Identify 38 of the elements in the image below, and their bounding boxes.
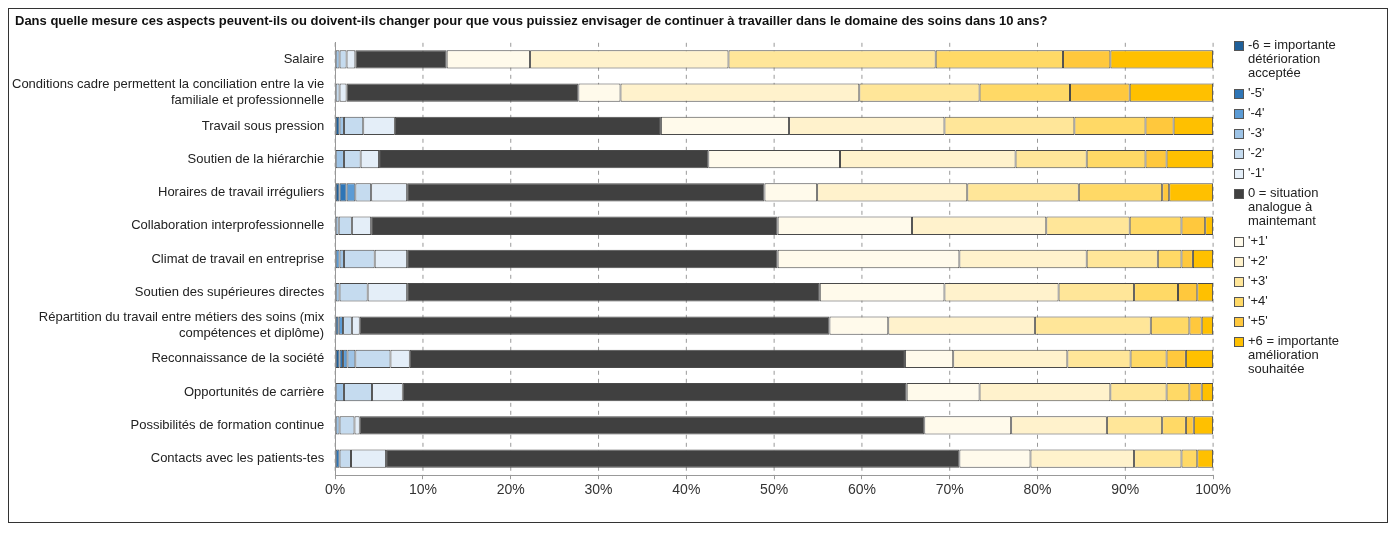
x-tick-label: 60%: [847, 481, 876, 498]
y-tick-label: Climat de travail en entreprise: [151, 250, 325, 266]
legend-label: '+4': [1248, 293, 1268, 308]
y-tick-label: Horaires de travail irréguliers: [158, 184, 325, 200]
x-tick-label: 90%: [1111, 481, 1140, 498]
legend-label: '-1': [1248, 165, 1265, 180]
x-tick-label: 20%: [496, 481, 525, 498]
chart-title: Dans quelle mesure ces aspects peuvent-ils ou doivent-ils changer pour que vous puissiez envisager de continuer à travailler dans le domaine des soins dans 10 ans?: [14, 12, 1049, 30]
legend-label: '-2': [1248, 145, 1265, 160]
legend-label: '+2': [1248, 253, 1268, 268]
legend-label: '-3': [1248, 125, 1265, 140]
legend-label: 0 = situation analogue à maintemant: [1248, 185, 1320, 228]
y-tick-label: Collaboration interprofessionnelle: [131, 217, 325, 233]
legend-label: +6 = importante amélioration souhaitée: [1248, 333, 1341, 376]
y-tick-label: Possibilités de formation continue: [130, 416, 325, 432]
x-tick-label: 0%: [325, 481, 346, 498]
x-tick-label: 10%: [408, 481, 437, 498]
y-tick-label: Contacts avec les patients-tes: [150, 450, 325, 466]
y-tick-label: Répartition du travail entre métiers des soins (mix compétences et diplôme): [38, 309, 325, 340]
y-tick-label: Soutien de la hiérarchie: [187, 150, 325, 166]
legend-label: -6 = importante détérioration acceptée: [1248, 37, 1337, 80]
x-tick-label: 30%: [584, 481, 613, 498]
legend-label: '+5': [1248, 313, 1268, 328]
legend-label: '+1': [1248, 233, 1268, 248]
x-tick-label: 40%: [672, 481, 701, 498]
x-tick-label: 80%: [1023, 481, 1052, 498]
y-tick-label: Soutien des supérieures directes: [134, 283, 325, 299]
y-tick-label: Reconnaissance de la société: [151, 350, 325, 366]
legend-label: '-4': [1248, 105, 1265, 120]
legend-label: '-5': [1248, 85, 1265, 100]
legend-label: '+3': [1248, 273, 1268, 288]
y-tick-label: Salaire: [283, 51, 325, 67]
y-tick-label: Opportunités de carrière: [183, 383, 325, 399]
y-tick-label: Conditions cadre permettent la conciliation entre la vie familiale et professionnelle: [12, 76, 325, 108]
x-tick-label: 50%: [760, 481, 789, 498]
y-tick-label: Travail sous pression: [201, 117, 325, 133]
x-tick-label: 100%: [1195, 481, 1231, 498]
x-tick-label: 70%: [935, 481, 964, 498]
